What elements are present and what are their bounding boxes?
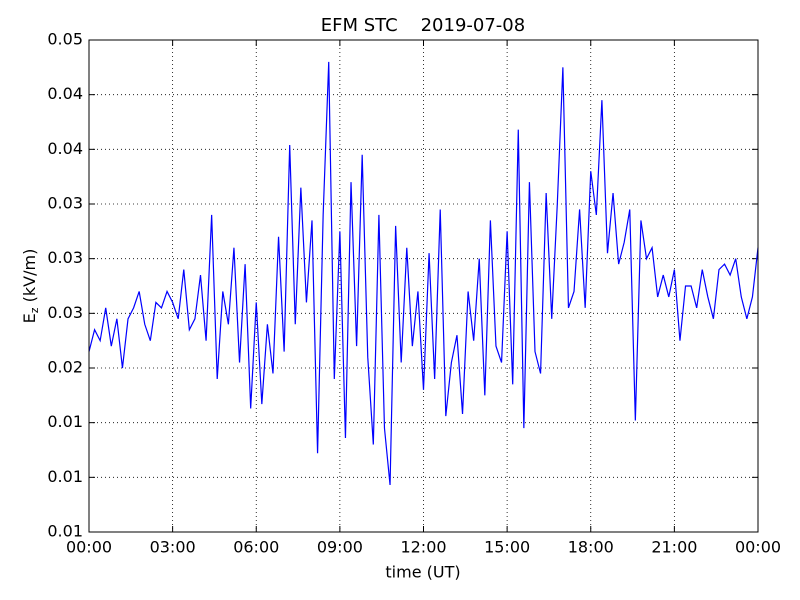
y-tick-label: 0.03 [47, 248, 83, 267]
chart-title: EFM STC 2019-07-08 [321, 15, 525, 36]
x-tick-label: 21:00 [651, 538, 697, 557]
x-tick-label: 09:00 [317, 538, 363, 557]
y-label-sub: z [28, 307, 41, 313]
y-tick-label: 0.03 [47, 194, 83, 213]
y-tick-label: 0.03 [47, 303, 83, 322]
y-tick-label: 0.01 [47, 412, 83, 431]
y-axis-label: Ez (kV/m) [20, 249, 42, 324]
x-tick-label: 03:00 [150, 538, 196, 557]
y-tick-label: 0.02 [47, 358, 83, 377]
x-axis-label: time (UT) [385, 563, 460, 582]
x-tick-label: 12:00 [400, 538, 446, 557]
x-tick-label: 15:00 [484, 538, 530, 557]
y-tick-label: 0.01 [47, 467, 83, 486]
y-tick-label: 0.04 [47, 139, 83, 158]
x-tick-label: 00:00 [735, 538, 781, 557]
x-tick-label: 06:00 [233, 538, 279, 557]
y-label-unit: (kV/m) [20, 249, 39, 308]
y-tick-label: 0.01 [47, 522, 83, 541]
y-label-main: E [20, 313, 39, 323]
data-line [88, 61, 759, 486]
plot-frame [88, 39, 759, 533]
y-tick-label: 0.05 [47, 30, 83, 49]
x-tick-label: 00:00 [66, 538, 112, 557]
y-tick-label: 0.04 [47, 84, 83, 103]
x-tick-label: 18:00 [568, 538, 614, 557]
